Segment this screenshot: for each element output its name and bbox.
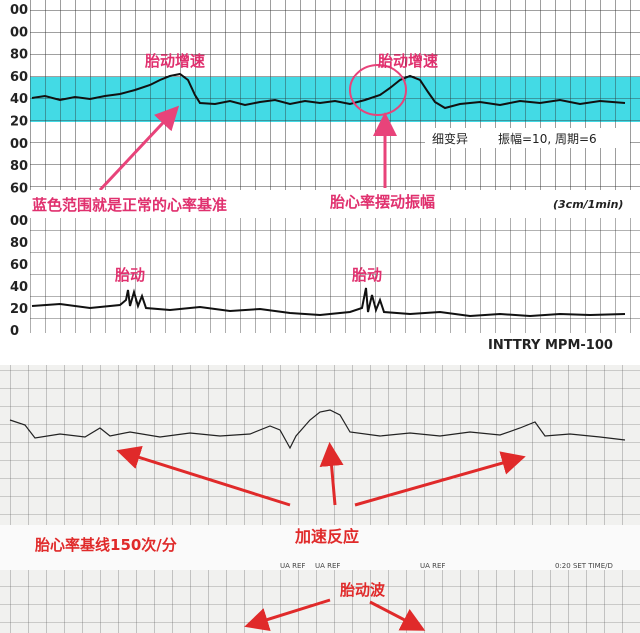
axis-label: 00 <box>10 25 28 40</box>
axis-label: 40 <box>10 280 28 295</box>
small-label: 0:20 SET TIME/D <box>555 562 613 570</box>
axis-label: 00 <box>10 3 28 18</box>
annotation: 胎动 <box>115 266 145 284</box>
toco-trace <box>31 287 626 318</box>
arrow <box>98 105 180 192</box>
arrow <box>319 442 344 506</box>
arrow <box>244 598 331 632</box>
annotation: 胎心率基线150次/分 <box>35 536 177 554</box>
annotation: 胎动波 <box>340 581 386 599</box>
axis-label: 80 <box>10 159 28 174</box>
annotation: 蓝色范围就是正常的心率基准 <box>32 196 227 214</box>
annotation: 加速反应 <box>294 527 359 546</box>
axis-label: 20 <box>10 302 28 317</box>
axis-label: 80 <box>10 48 28 63</box>
annotation: 胎动 <box>352 266 382 284</box>
axis-label: 80 <box>10 236 28 251</box>
axis-label: 20 <box>10 115 28 130</box>
axis-label: 00 <box>10 214 28 229</box>
device-label: INTTRY MPM-100 <box>488 338 613 353</box>
fhr-trace <box>31 72 626 110</box>
caption-strip <box>0 190 640 215</box>
annotation: 胎动增速 <box>378 52 438 70</box>
arrow <box>354 451 526 507</box>
annotation: (3cm/1min) <box>553 198 623 211</box>
label-bg <box>425 128 630 148</box>
arrow <box>116 445 291 507</box>
small-label: UA REF <box>315 562 340 570</box>
annotation: 振幅=10, 周期=6 <box>498 131 597 146</box>
annotation: 胎动增速 <box>145 52 205 70</box>
axis-label: 60 <box>10 258 28 273</box>
annotation: 胎心率摆动振幅 <box>330 193 435 211</box>
label-bg <box>480 334 640 354</box>
axis-label: 40 <box>10 92 28 107</box>
small-label: UA REF <box>280 562 305 570</box>
axis-label: 60 <box>10 70 28 85</box>
grid-over <box>30 0 640 190</box>
arrow <box>369 600 426 631</box>
annotation: 细变异 <box>432 131 468 146</box>
axis-label: 60 <box>10 181 28 196</box>
axis-label: 0 <box>10 324 19 339</box>
grid <box>0 365 640 525</box>
axis-label: 00 <box>10 137 28 152</box>
grid <box>0 570 640 633</box>
caption-strip <box>0 525 640 570</box>
small-label: UA REF <box>420 562 445 570</box>
fhr-trace <box>9 409 626 450</box>
